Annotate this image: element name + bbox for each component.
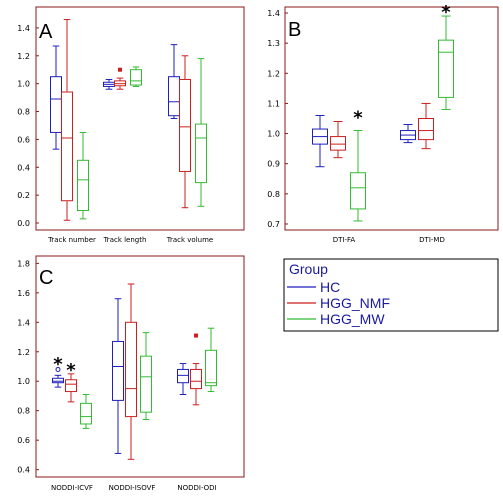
- significance-star: *: [66, 360, 76, 381]
- y-tick-label: 1.2: [17, 52, 30, 61]
- y-tick-label: 0.6: [17, 135, 30, 144]
- box-iqr: [80, 402, 92, 425]
- box-iqr: [65, 379, 77, 393]
- box-iqr: [195, 123, 207, 184]
- x-category-label: Track length: [103, 236, 147, 244]
- box-hgg-mw: [130, 66, 142, 87]
- box-hgg-mw: [77, 131, 89, 220]
- y-tick-label: 1.4: [267, 9, 280, 18]
- box-hgg-mw: [350, 130, 366, 222]
- outlier-point: [194, 333, 198, 338]
- y-tick-label: 1.2: [267, 69, 280, 78]
- y-tick-label: 0.6: [17, 436, 30, 445]
- box-iqr: [205, 349, 217, 387]
- panel-b-frame: [284, 6, 499, 231]
- y-tick-label: 1.0: [267, 130, 280, 139]
- y-tick-label: 1.3: [267, 39, 280, 48]
- y-tick-label: 0.8: [17, 407, 30, 416]
- y-tick-label: 1.4: [17, 24, 30, 33]
- box-iqr: [350, 172, 366, 210]
- x-category-label: NODDI-ICVF: [51, 484, 93, 492]
- x-category-label: NODDI-ODI: [177, 484, 216, 492]
- box-iqr: [52, 377, 64, 384]
- box-hgg-nmf: [61, 19, 73, 221]
- y-tick-label: 0.7: [267, 220, 280, 229]
- y-tick-label: 1.4: [17, 318, 30, 327]
- box-iqr: [168, 76, 180, 117]
- box-iqr: [190, 368, 202, 390]
- box-hgg-nmf: [330, 121, 346, 159]
- box-iqr: [61, 91, 73, 202]
- panel-b-letter: B: [288, 19, 301, 41]
- box-hgg-mw: [438, 15, 454, 110]
- box-hgg-mw: [140, 332, 152, 421]
- y-tick-label: 0.4: [17, 163, 30, 172]
- x-category-label: DTI-MD: [419, 236, 445, 244]
- legend-label-hgg-nmf: HGG_NMF: [320, 295, 390, 311]
- box-iqr: [50, 76, 62, 133]
- y-tick-label: 1.6: [17, 289, 30, 298]
- y-tick-label: 0.9: [267, 160, 280, 169]
- legend-label-hc: HC: [320, 279, 340, 295]
- box-iqr: [77, 159, 89, 211]
- panel-a-frame: [35, 6, 245, 231]
- x-category-label: DTI-FA: [333, 236, 356, 244]
- box-iqr: [140, 355, 152, 413]
- box-iqr: [330, 136, 346, 151]
- box-hgg-mw: [195, 58, 207, 207]
- box-iqr: [125, 321, 137, 418]
- box-iqr: [179, 78, 191, 172]
- x-category-label: Track number: [47, 236, 96, 244]
- legend: Group HC HGG_NMF HGG_MW: [283, 258, 499, 332]
- panel-c-frame: [35, 255, 245, 478]
- box-hc: [168, 44, 180, 119]
- box-hc: [112, 298, 124, 454]
- box-iqr: [418, 118, 434, 141]
- box-hgg-mw: [80, 393, 92, 429]
- y-tick-label: 1.2: [17, 348, 30, 357]
- box-hc: [50, 45, 62, 150]
- panel-c: C 0.4 0.6 0.8 1.0 1.2 1.4 1.6 1.8 NODDI-ICVF NODD…: [17, 255, 245, 492]
- x-category-label: Track volume: [166, 236, 213, 244]
- box-iqr: [177, 368, 189, 384]
- box-hgg-nmf: [190, 333, 202, 406]
- y-tick-label: 1.0: [17, 80, 30, 89]
- box-hgg-nmf: [418, 102, 434, 150]
- box-hc: [103, 78, 115, 90]
- panel-a: A 0.0 0.2 0.4 0.6 0.8 1.0 1.2 1.4 Track number Tr…: [17, 6, 245, 244]
- box-hgg-mw: [205, 327, 217, 393]
- y-tick-label: 0.8: [267, 190, 280, 199]
- box-iqr: [130, 69, 142, 86]
- significance-star: *: [353, 107, 363, 128]
- y-tick-label: 0.2: [17, 191, 30, 200]
- x-category-label: NODDI-ISOVF: [109, 484, 156, 492]
- box-hc: [52, 366, 64, 388]
- box-iqr: [112, 340, 124, 401]
- legend-title: Group: [289, 261, 328, 277]
- legend-label-hgg-mw: HGG_MW: [320, 311, 385, 327]
- box-hgg-nmf: [65, 373, 77, 403]
- box-hgg-nmf: [125, 283, 137, 460]
- box-hgg-nmf: [114, 67, 126, 90]
- significance-star: *: [441, 2, 451, 23]
- box-hc: [177, 363, 189, 395]
- y-tick-label: 1.0: [17, 377, 30, 386]
- box-iqr: [438, 39, 454, 98]
- outlier-point: [118, 67, 122, 72]
- panel-b: B 0.7 0.8 0.9 1.0 1.1 1.2 1.3 1.4 DTI-FA DTI-MD * *: [267, 2, 499, 244]
- significance-star: *: [53, 354, 63, 375]
- legend-frame: [283, 258, 499, 332]
- panel-c-letter: C: [39, 267, 53, 289]
- y-tick-label: 0.4: [17, 466, 30, 475]
- y-tick-label: 0.8: [17, 108, 30, 117]
- outlier-point: [55, 366, 61, 372]
- y-tick-label: 1.8: [17, 259, 30, 268]
- y-tick-label: 1.1: [267, 99, 280, 108]
- panel-a-letter: A: [39, 21, 53, 43]
- y-tick-label: 0.0: [17, 219, 30, 228]
- box-hc: [312, 114, 328, 168]
- box-hc: [400, 124, 416, 144]
- box-hgg-nmf: [179, 55, 191, 209]
